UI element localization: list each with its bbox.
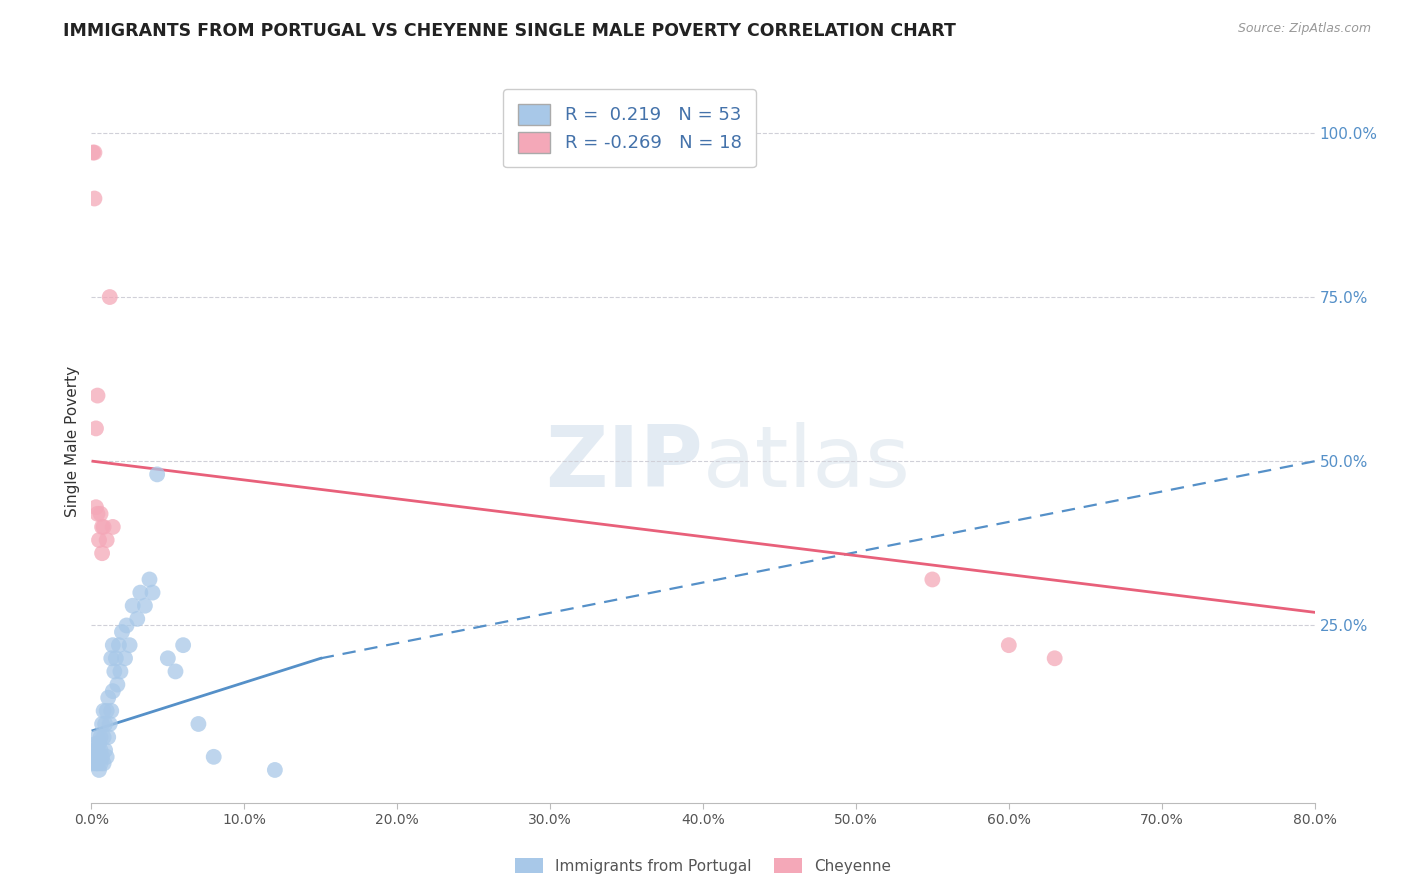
Point — [93, 520, 115, 534]
Point — [121, 599, 143, 613]
Point — [83, 749, 105, 764]
Point — [921, 573, 943, 587]
Point — [172, 638, 194, 652]
Point — [86, 743, 108, 757]
Point — [86, 507, 108, 521]
Point — [165, 665, 187, 679]
Point — [90, 507, 112, 521]
Point — [97, 690, 120, 705]
Point — [97, 730, 120, 744]
Point — [91, 717, 114, 731]
Point — [98, 717, 121, 731]
Point — [129, 585, 152, 599]
Point — [127, 612, 149, 626]
Point — [141, 585, 163, 599]
Point — [100, 651, 122, 665]
Point — [84, 756, 107, 771]
Point — [156, 651, 179, 665]
Point — [111, 625, 134, 640]
Point — [100, 704, 122, 718]
Point — [1043, 651, 1066, 665]
Point — [86, 756, 108, 771]
Text: atlas: atlas — [703, 422, 911, 505]
Point — [264, 763, 287, 777]
Point — [87, 737, 110, 751]
Point — [84, 500, 107, 515]
Point — [138, 573, 160, 587]
Point — [146, 467, 169, 482]
Point — [86, 388, 108, 402]
Point — [93, 704, 115, 718]
Point — [202, 749, 225, 764]
Point — [83, 743, 105, 757]
Point — [101, 520, 124, 534]
Text: Source: ZipAtlas.com: Source: ZipAtlas.com — [1237, 22, 1371, 36]
Point — [114, 651, 136, 665]
Point — [94, 717, 117, 731]
Point — [90, 756, 112, 771]
Point — [108, 638, 131, 652]
Point — [98, 290, 121, 304]
Point — [83, 145, 105, 160]
Point — [87, 763, 110, 777]
Point — [91, 520, 114, 534]
Point — [134, 599, 156, 613]
Point — [103, 665, 125, 679]
Point — [105, 677, 128, 691]
Point — [86, 730, 108, 744]
Point — [101, 638, 124, 652]
Point — [93, 756, 115, 771]
Point — [87, 533, 110, 547]
Point — [93, 730, 115, 744]
Point — [84, 737, 107, 751]
Point — [110, 665, 132, 679]
Point — [96, 749, 118, 764]
Legend: R =  0.219   N = 53, R = -0.269   N = 18: R = 0.219 N = 53, R = -0.269 N = 18 — [503, 89, 756, 167]
Point — [82, 145, 104, 160]
Point — [96, 704, 118, 718]
Point — [90, 730, 112, 744]
Legend: Immigrants from Portugal, Cheyenne: Immigrants from Portugal, Cheyenne — [509, 852, 897, 880]
Point — [118, 638, 141, 652]
Point — [91, 546, 114, 560]
Text: IMMIGRANTS FROM PORTUGAL VS CHEYENNE SINGLE MALE POVERTY CORRELATION CHART: IMMIGRANTS FROM PORTUGAL VS CHEYENNE SIN… — [63, 22, 956, 40]
Point — [87, 749, 110, 764]
Point — [90, 743, 112, 757]
Point — [84, 749, 107, 764]
Point — [101, 684, 124, 698]
Point — [187, 717, 209, 731]
Point — [104, 651, 127, 665]
Point — [998, 638, 1021, 652]
Text: ZIP: ZIP — [546, 422, 703, 505]
Point — [94, 743, 117, 757]
Point — [115, 618, 138, 632]
Point — [83, 192, 105, 206]
Point — [82, 756, 104, 771]
Point — [84, 421, 107, 435]
Point — [96, 533, 118, 547]
Point — [91, 749, 114, 764]
Y-axis label: Single Male Poverty: Single Male Poverty — [65, 366, 80, 517]
